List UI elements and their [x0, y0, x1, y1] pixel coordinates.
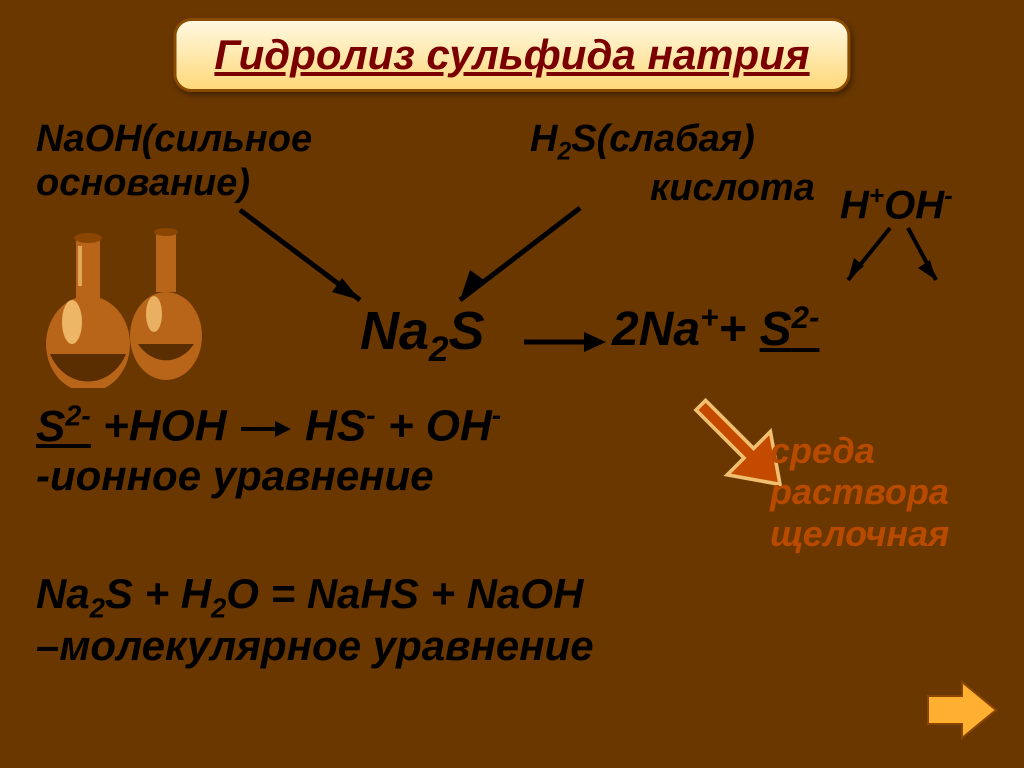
env-line3: щелочная [770, 513, 949, 554]
arrow-naoh-to-na2s [230, 200, 380, 320]
environment-label: среда раствора щелочная [770, 430, 949, 554]
naoh-line1: NaOH(сильное [36, 118, 312, 162]
title-text: Гидролиз сульфида натрия [214, 31, 809, 78]
env-line1: среда [770, 430, 949, 471]
arrow-hoh-split [830, 224, 950, 304]
env-line2: раствора [770, 471, 949, 512]
flask-illustration [40, 218, 220, 388]
naoh-line2: основание) [36, 162, 312, 206]
na2s-formula: Na2S [360, 300, 485, 370]
title-bar: Гидролиз сульфида натрия [173, 18, 850, 92]
hoh-formula: H+OH- [840, 180, 953, 228]
h2s-line1: H2S(слабая) [530, 118, 815, 167]
naoh-label: NaOH(сильное основание) [36, 118, 312, 205]
arrow-ionic [239, 418, 293, 440]
molecular-label: –молекулярное уравнение [36, 622, 594, 670]
h2s-label: H2S(слабая) кислота [530, 118, 815, 211]
ionic-label: -ионное уравнение [36, 452, 434, 500]
big-arrow [640, 380, 790, 510]
molecular-equation: Na2S + H2O = NaHS + NaOH [36, 570, 583, 624]
dissoc-formula: 2Na++ S2- [612, 300, 819, 357]
nav-arrow-icon[interactable] [922, 676, 1002, 746]
arrow-dissoc [520, 328, 610, 356]
ionic-equation: S2- +HOH HS- + OH- [36, 400, 501, 452]
